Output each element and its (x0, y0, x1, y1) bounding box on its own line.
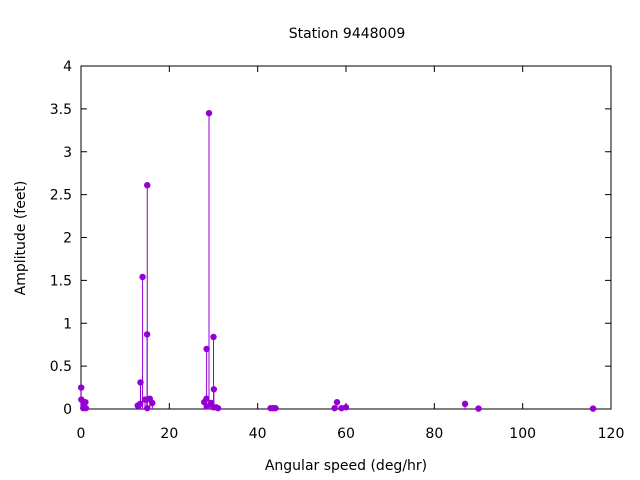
y-tick-label: 3.5 (50, 102, 72, 118)
data-point (461, 400, 469, 408)
y-axis-title: Amplitude (feet) (13, 181, 29, 296)
data-point (144, 181, 151, 189)
data-point (137, 379, 144, 386)
y-tick-label: 1 (63, 316, 72, 332)
point-series (77, 109, 597, 412)
data-point (143, 331, 151, 338)
data-point (589, 405, 597, 412)
data-point (144, 404, 151, 412)
y-tick-label: 1.5 (50, 273, 72, 289)
data-point (333, 398, 341, 406)
x-tick-label: 80 (425, 426, 443, 442)
data-point (210, 386, 218, 393)
data-point (82, 398, 89, 406)
data-point (203, 395, 210, 402)
x-axis-title: Angular speed (deg/hr) (265, 458, 427, 474)
data-point (205, 109, 213, 117)
y-tick-label: 0.5 (50, 359, 72, 375)
data-point (331, 404, 338, 412)
y-tick-label: 3 (63, 145, 72, 161)
x-tick-label: 100 (509, 426, 536, 442)
data-point (203, 345, 210, 353)
data-point (77, 384, 85, 391)
y-tick-label: 2.5 (50, 188, 72, 204)
data-point (342, 404, 350, 411)
data-point (272, 404, 279, 412)
data-point (149, 399, 156, 407)
y-tick-label: 2 (63, 231, 72, 247)
y-axis: 0 0.5 1 1.5 2 2.5 3 3.5 4 (50, 59, 611, 418)
x-axis: 0 20 40 60 80 100 120 (77, 66, 625, 442)
data-point (136, 400, 144, 408)
x-tick-label: 40 (249, 426, 267, 442)
data-point (214, 404, 222, 412)
x-tick-label: 60 (337, 426, 355, 442)
plot-frame (80, 65, 612, 410)
data-point (139, 273, 146, 281)
data-point (210, 333, 217, 341)
chart-title: Station 9448009 (289, 26, 406, 42)
impulse-series (80, 113, 594, 409)
x-tick-label: 20 (160, 426, 178, 442)
data-point (475, 405, 482, 412)
x-tick-label: 120 (598, 426, 625, 442)
data-point (82, 404, 90, 412)
y-tick-label: 0 (63, 402, 72, 418)
x-tick-label: 0 (77, 426, 86, 442)
y-tick-label: 4 (63, 59, 72, 75)
